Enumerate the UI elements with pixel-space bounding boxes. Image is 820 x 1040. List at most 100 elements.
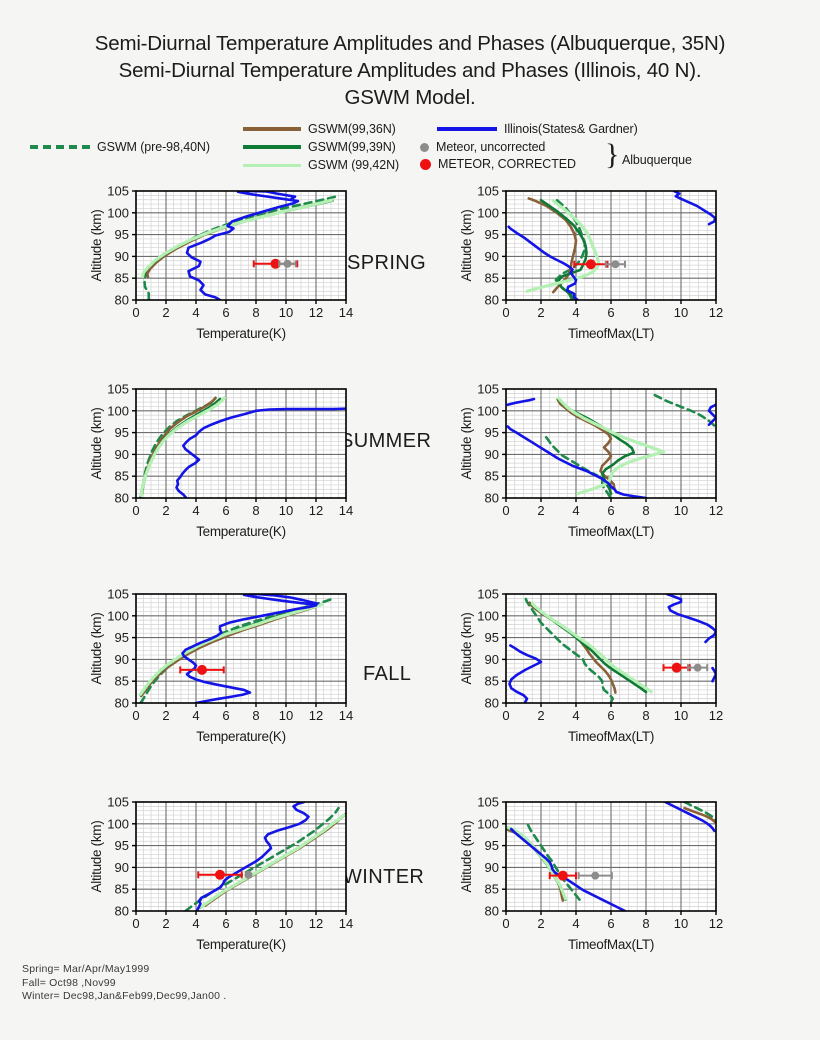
- x-tick-label: 8: [252, 916, 259, 931]
- x-tick-label: 10: [279, 916, 293, 931]
- y-axis-label: Altitude (km): [89, 613, 104, 685]
- x-tick-label: 6: [222, 708, 229, 723]
- x-tick-label: 14: [339, 708, 353, 723]
- x-axis-label: Temperature(K): [196, 326, 286, 341]
- y-tick-label: 85: [115, 469, 129, 484]
- data-layer: [507, 191, 716, 300]
- y-tick-label: 95: [485, 838, 499, 853]
- x-tick-label: 2: [537, 708, 544, 723]
- legend-swatch-blue: [437, 127, 497, 131]
- y-tick-label: 105: [107, 587, 129, 602]
- plot-summer-amplitude: 0 2 4 6 8 10 12 14 80 85 90 95 100 105 Temperature(K) A…: [88, 380, 354, 540]
- y-tick-label: 80: [115, 293, 129, 308]
- y-axis-label: Altitude (km): [459, 408, 474, 480]
- data-layer: [141, 191, 337, 300]
- data-layer: [184, 802, 346, 911]
- legend-swatch-light-green: [243, 163, 301, 167]
- x-tick-label: 12: [709, 305, 723, 320]
- legend-item-illinois: Illinois(States& Gardner): [437, 122, 638, 136]
- axis-ticks: 0 2 4 6 8 10 12 14 80 85 90 95 100 105: [107, 795, 353, 932]
- x-tick-label: 4: [192, 305, 199, 320]
- gridlines: [505, 593, 717, 704]
- series-line: [185, 191, 300, 300]
- axis-ticks: 0 2 4 6 8 10 12 14 80 85 90 95 100 105: [107, 184, 353, 321]
- y-tick-label: 85: [485, 882, 499, 897]
- x-tick-label: 0: [132, 503, 139, 518]
- x-tick-label: 8: [252, 708, 259, 723]
- data-layer: [139, 396, 346, 498]
- y-tick-label: 95: [485, 630, 499, 645]
- axis-ticks: 0 2 4 6 8 10 12 14 80 85 90 95 100 105: [107, 382, 353, 519]
- legend-swatch-brown: [243, 127, 301, 131]
- y-tick-label: 105: [477, 382, 499, 397]
- plot-fall-amplitude: 0 2 4 6 8 10 12 14 80 85 90 95 100 105 Temperature(K) A…: [88, 585, 354, 745]
- y-tick-label: 100: [107, 608, 129, 623]
- x-tick-label: 0: [132, 916, 139, 931]
- chart-winter-amplitude: 0 2 4 6 8 10 12 14 80 85 90 95 100 105 Temperature(K) A…: [89, 795, 353, 953]
- x-tick-label: 10: [674, 305, 688, 320]
- legend-item-gswm-42n: GSWM (99,42N): [243, 158, 399, 172]
- x-tick-label: 0: [502, 708, 509, 723]
- y-tick-label: 105: [107, 184, 129, 199]
- plot-frame: [135, 593, 347, 704]
- series-line: [683, 802, 716, 822]
- x-tick-label: 2: [537, 503, 544, 518]
- title-line-1: Semi-Diurnal Temperature Amplitudes and …: [94, 32, 726, 55]
- x-axis-label: Temperature(K): [196, 524, 286, 539]
- x-tick-label: 2: [162, 503, 169, 518]
- plot-winter-phase: 0 2 4 6 8 10 12 80 85 90 95 100 105 TimeofMax(LT) Alti…: [458, 793, 724, 953]
- x-tick-label: 10: [279, 305, 293, 320]
- x-tick-label: 6: [222, 305, 229, 320]
- series-line: [523, 819, 581, 901]
- y-tick-label: 85: [485, 271, 499, 286]
- x-tick-label: 14: [339, 916, 353, 931]
- series-line: [530, 601, 653, 694]
- axis-ticks: 0 2 4 6 8 10 12 80 85 90 95 100 105: [477, 382, 723, 519]
- legend-swatch-dark-green: [243, 145, 301, 149]
- y-axis-label: Altitude (km): [459, 210, 474, 282]
- season-label-fall: FALL: [363, 663, 412, 685]
- x-tick-label: 4: [192, 503, 199, 518]
- y-tick-label: 105: [477, 184, 499, 199]
- y-tick-label: 90: [115, 652, 129, 667]
- y-tick-label: 85: [485, 469, 499, 484]
- chart-summer-amplitude: 0 2 4 6 8 10 12 14 80 85 90 95 100 105 Temperature(K) A…: [89, 382, 353, 540]
- legend-label-gswm-pre98: GSWM (pre-98,40N): [97, 140, 210, 154]
- x-tick-label: 2: [537, 305, 544, 320]
- plot-frame: [135, 388, 347, 499]
- x-tick-label: 6: [607, 708, 614, 723]
- y-tick-label: 85: [115, 271, 129, 286]
- plot-fall-phase: 0 2 4 6 8 10 12 80 85 90 95 100 105 TimeofMax(LT) Alti…: [458, 585, 724, 745]
- y-tick-label: 100: [477, 608, 499, 623]
- x-tick-label: 8: [642, 305, 649, 320]
- y-tick-label: 90: [485, 860, 499, 875]
- series-line: [663, 802, 716, 833]
- y-tick-label: 105: [477, 587, 499, 602]
- season-label-winter: WINTER: [343, 866, 425, 888]
- x-tick-label: 0: [132, 708, 139, 723]
- data-marker: [197, 869, 243, 880]
- red-dot-icon: [420, 158, 431, 170]
- axis-ticks: 0 2 4 6 8 10 12 80 85 90 95 100 105: [477, 795, 723, 932]
- y-axis-label: Altitude (km): [459, 613, 474, 685]
- x-tick-label: 12: [309, 305, 323, 320]
- series-line: [527, 197, 578, 294]
- legend-brace: }: [605, 138, 620, 171]
- series-line: [142, 195, 337, 300]
- chart-fall-phase: 0 2 4 6 8 10 12 80 85 90 95 100 105 TimeofMax(LT) Alti…: [459, 587, 723, 745]
- chart-spring-phase: 0 2 4 6 8 10 12 80 85 90 95 100 105 TimeofMax(LT) Alti…: [459, 184, 723, 342]
- series-line: [509, 827, 627, 911]
- gridlines: [135, 388, 347, 499]
- figure-footnote: Spring= Mar/Apr/May1999 Fall= Oct98 ,Nov…: [22, 963, 227, 1002]
- y-tick-label: 80: [115, 904, 129, 919]
- legend-item-gswm-39n: GSWM(99,39N): [243, 140, 396, 154]
- legend-label-gswm-42n: GSWM (99,42N): [308, 158, 400, 172]
- y-tick-label: 90: [485, 249, 499, 264]
- plot-summer-phase: 0 2 4 6 8 10 12 80 85 90 95 100 105 TimeofMax(LT) Alti…: [458, 380, 724, 540]
- x-tick-label: 0: [502, 503, 509, 518]
- data-layer: [506, 393, 716, 498]
- x-tick-label: 6: [607, 916, 614, 931]
- x-axis-label: TimeofMax(LT): [568, 326, 654, 341]
- x-tick-label: 4: [572, 305, 579, 320]
- x-axis-label: Temperature(K): [196, 937, 286, 952]
